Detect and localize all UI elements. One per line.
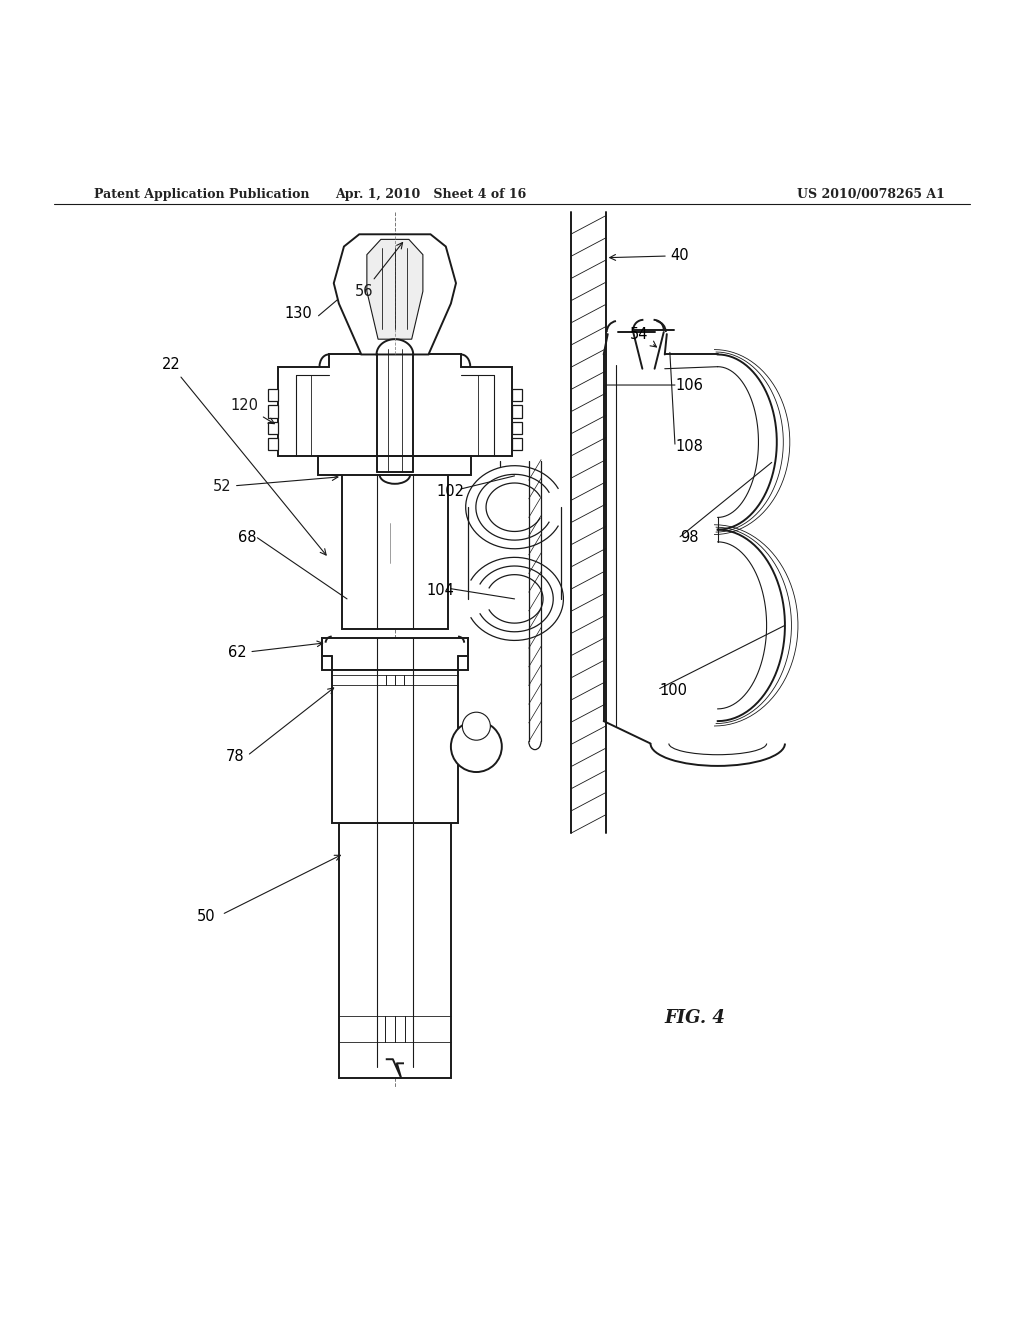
Text: 130: 130 bbox=[285, 306, 312, 321]
Polygon shape bbox=[278, 355, 512, 457]
Circle shape bbox=[463, 713, 490, 741]
Text: US 2010/0078265 A1: US 2010/0078265 A1 bbox=[797, 189, 945, 202]
Polygon shape bbox=[512, 438, 522, 450]
Text: Patent Application Publication: Patent Application Publication bbox=[94, 189, 310, 202]
Text: 56: 56 bbox=[355, 243, 402, 298]
Polygon shape bbox=[267, 421, 278, 434]
Polygon shape bbox=[267, 389, 278, 401]
Text: 98: 98 bbox=[680, 531, 698, 545]
Text: 104: 104 bbox=[427, 583, 455, 598]
Text: 68: 68 bbox=[238, 531, 256, 545]
Text: 62: 62 bbox=[227, 645, 247, 660]
Polygon shape bbox=[512, 389, 522, 401]
Bar bbox=[322, 638, 468, 671]
Text: 54: 54 bbox=[630, 326, 656, 347]
Text: Apr. 1, 2010   Sheet 4 of 16: Apr. 1, 2010 Sheet 4 of 16 bbox=[335, 189, 526, 202]
Bar bbox=[339, 822, 451, 1077]
Bar bbox=[318, 457, 471, 475]
Polygon shape bbox=[512, 421, 522, 434]
Polygon shape bbox=[267, 438, 278, 450]
Polygon shape bbox=[334, 234, 456, 355]
Bar bbox=[332, 671, 458, 822]
Text: FIG. 4: FIG. 4 bbox=[665, 1010, 726, 1027]
Text: 22: 22 bbox=[162, 358, 326, 554]
Text: 106: 106 bbox=[675, 378, 702, 392]
Polygon shape bbox=[512, 405, 522, 417]
Polygon shape bbox=[367, 239, 423, 339]
Text: 120: 120 bbox=[230, 397, 274, 424]
Polygon shape bbox=[267, 405, 278, 417]
Text: 100: 100 bbox=[659, 682, 688, 698]
Text: 78: 78 bbox=[225, 750, 245, 764]
Text: 52: 52 bbox=[212, 475, 338, 495]
Text: 108: 108 bbox=[675, 438, 702, 454]
Circle shape bbox=[451, 721, 502, 772]
Text: 102: 102 bbox=[437, 484, 465, 499]
Text: 40: 40 bbox=[609, 248, 689, 263]
Text: 50: 50 bbox=[198, 909, 216, 924]
Bar bbox=[342, 457, 447, 630]
